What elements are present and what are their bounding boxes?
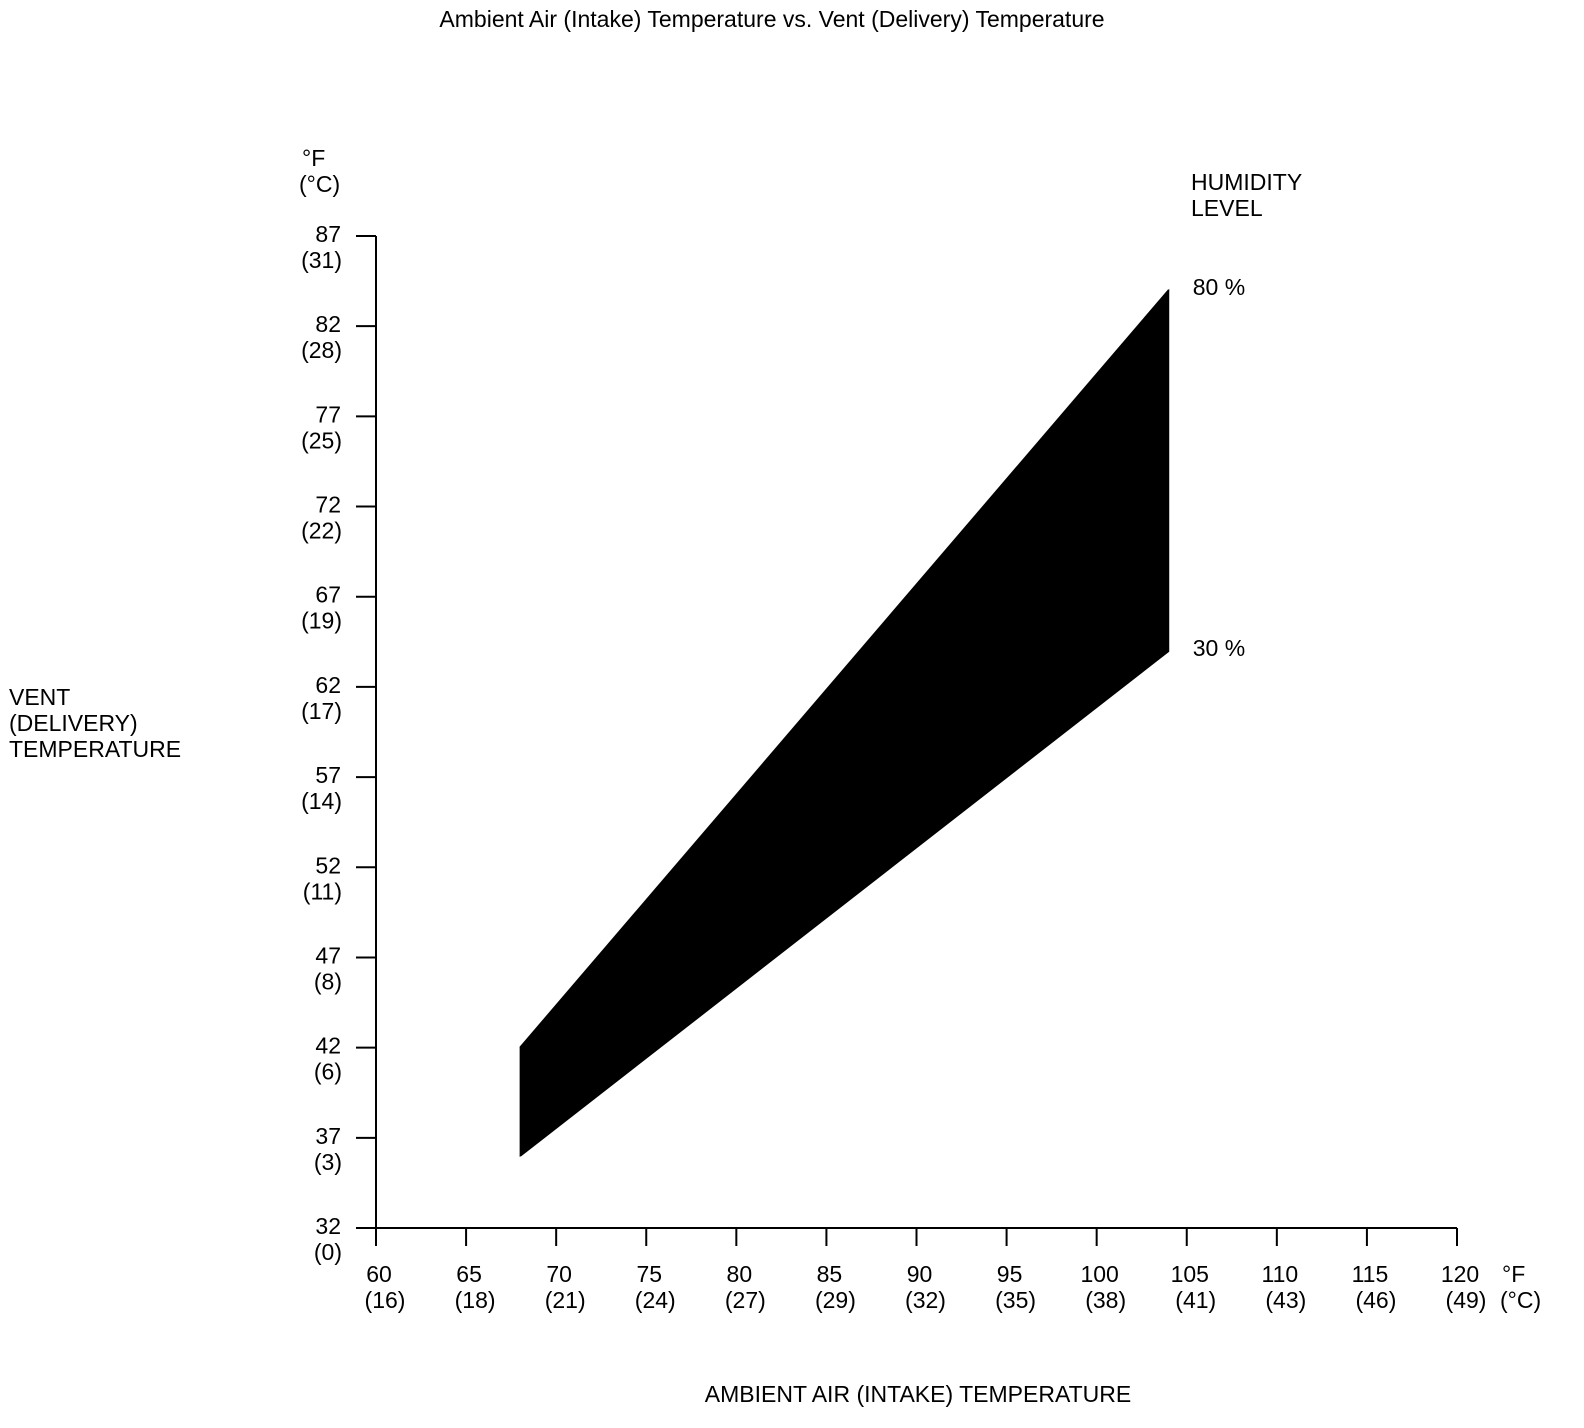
y-tick-label: 32	[315, 1213, 341, 1239]
y-tick-label: 82	[315, 311, 341, 337]
x-tick-label-celsius: (49)	[1446, 1287, 1487, 1313]
y-axis-unit-f: °F	[302, 145, 325, 171]
legend-title-line-2: LEVEL	[1191, 195, 1263, 221]
y-tick-label-celsius: (17)	[301, 698, 342, 724]
y-tick-label: 52	[315, 852, 341, 878]
x-tick-label: 85	[817, 1261, 843, 1287]
y-tick-label: 47	[315, 942, 341, 968]
x-tick-label: 70	[546, 1261, 572, 1287]
x-tick-label: 90	[907, 1261, 933, 1287]
y-tick-label: 62	[315, 672, 341, 698]
humidity-band-area	[519, 288, 1170, 1157]
x-tick-label: 100	[1080, 1261, 1118, 1287]
y-tick-label-celsius: (19)	[301, 608, 342, 634]
y-tick-label-celsius: (0)	[314, 1239, 342, 1265]
y-axis-ticks: 32(0) 37(3) 42(6) 47(8) 52(11) 57(14) 62(17) 67…	[301, 221, 376, 1265]
x-tick-label: 60	[366, 1261, 392, 1287]
x-tick-label-celsius: (29)	[815, 1287, 856, 1313]
y-tick-label-celsius: (8)	[314, 968, 342, 994]
x-tick-label: 75	[636, 1261, 662, 1287]
x-tick-label-celsius: (21)	[545, 1287, 586, 1313]
series-line-humidity-30	[519, 650, 1170, 1157]
chart-title: Ambient Air (Intake) Temperature vs. Ven…	[439, 6, 1104, 32]
y-tick-label-celsius: (3)	[314, 1149, 342, 1175]
y-tick-label: 57	[315, 762, 341, 788]
x-tick-label: 105	[1171, 1261, 1209, 1287]
y-tick-label-celsius: (11)	[303, 878, 342, 904]
series-labels: 80 % 30 %	[1193, 274, 1245, 661]
y-tick-label-celsius: (22)	[301, 518, 342, 544]
y-axis-label-line-1: VENT	[9, 684, 70, 710]
x-tick-label-celsius: (41)	[1175, 1287, 1216, 1313]
x-tick-label: 65	[456, 1261, 482, 1287]
x-tick-label-celsius: (35)	[995, 1287, 1036, 1313]
x-tick-label-celsius: (24)	[635, 1287, 676, 1313]
x-tick-label: 95	[997, 1261, 1023, 1287]
series-label-humidity-30: 30 %	[1193, 635, 1245, 661]
x-tick-label-celsius: (43)	[1265, 1287, 1306, 1313]
legend-title-line-1: HUMIDITY	[1191, 169, 1302, 195]
x-tick-label-celsius: (27)	[725, 1287, 766, 1313]
y-tick-label-celsius: (25)	[301, 427, 342, 453]
x-tick-label-celsius: (18)	[455, 1287, 496, 1313]
y-tick-label-celsius: (6)	[314, 1059, 342, 1085]
y-tick-label: 72	[315, 492, 341, 518]
x-tick-label-celsius: (16)	[365, 1287, 406, 1313]
y-axis-unit-c: (°C)	[299, 171, 340, 197]
x-axis-unit-f: °F	[1502, 1261, 1525, 1287]
x-tick-label: 120	[1441, 1261, 1479, 1287]
humidity-band-layer	[519, 288, 1170, 1157]
x-tick-label: 115	[1352, 1261, 1389, 1287]
y-axis-label-line-2: (DELIVERY)	[9, 710, 138, 736]
y-axis-label-line-3: TEMPERATURE	[9, 736, 181, 762]
x-tick-label-celsius: (32)	[905, 1287, 946, 1313]
y-tick-label: 67	[315, 582, 341, 608]
y-tick-label-celsius: (28)	[301, 337, 342, 363]
series-label-humidity-80: 80 %	[1193, 274, 1245, 300]
x-axis-unit-c: (°C)	[1500, 1287, 1541, 1313]
x-tick-label-celsius: (38)	[1085, 1287, 1126, 1313]
y-tick-label: 42	[315, 1033, 341, 1059]
x-tick-label: 80	[727, 1261, 753, 1287]
series-line-humidity-80	[519, 289, 1170, 1049]
x-tick-label-celsius: (46)	[1355, 1287, 1396, 1313]
x-axis-label: AMBIENT AIR (INTAKE) TEMPERATURE	[705, 1381, 1131, 1407]
x-tick-label: 110	[1261, 1261, 1298, 1287]
y-tick-label: 87	[315, 221, 341, 247]
x-axis-ticks: 60(16)65(18)70(21)75(24)80(27)85(29)90(3…	[365, 1228, 1487, 1313]
y-tick-label: 37	[315, 1123, 341, 1149]
y-tick-label: 77	[315, 401, 341, 427]
y-tick-label-celsius: (14)	[301, 788, 342, 814]
y-tick-label-celsius: (31)	[301, 247, 342, 273]
